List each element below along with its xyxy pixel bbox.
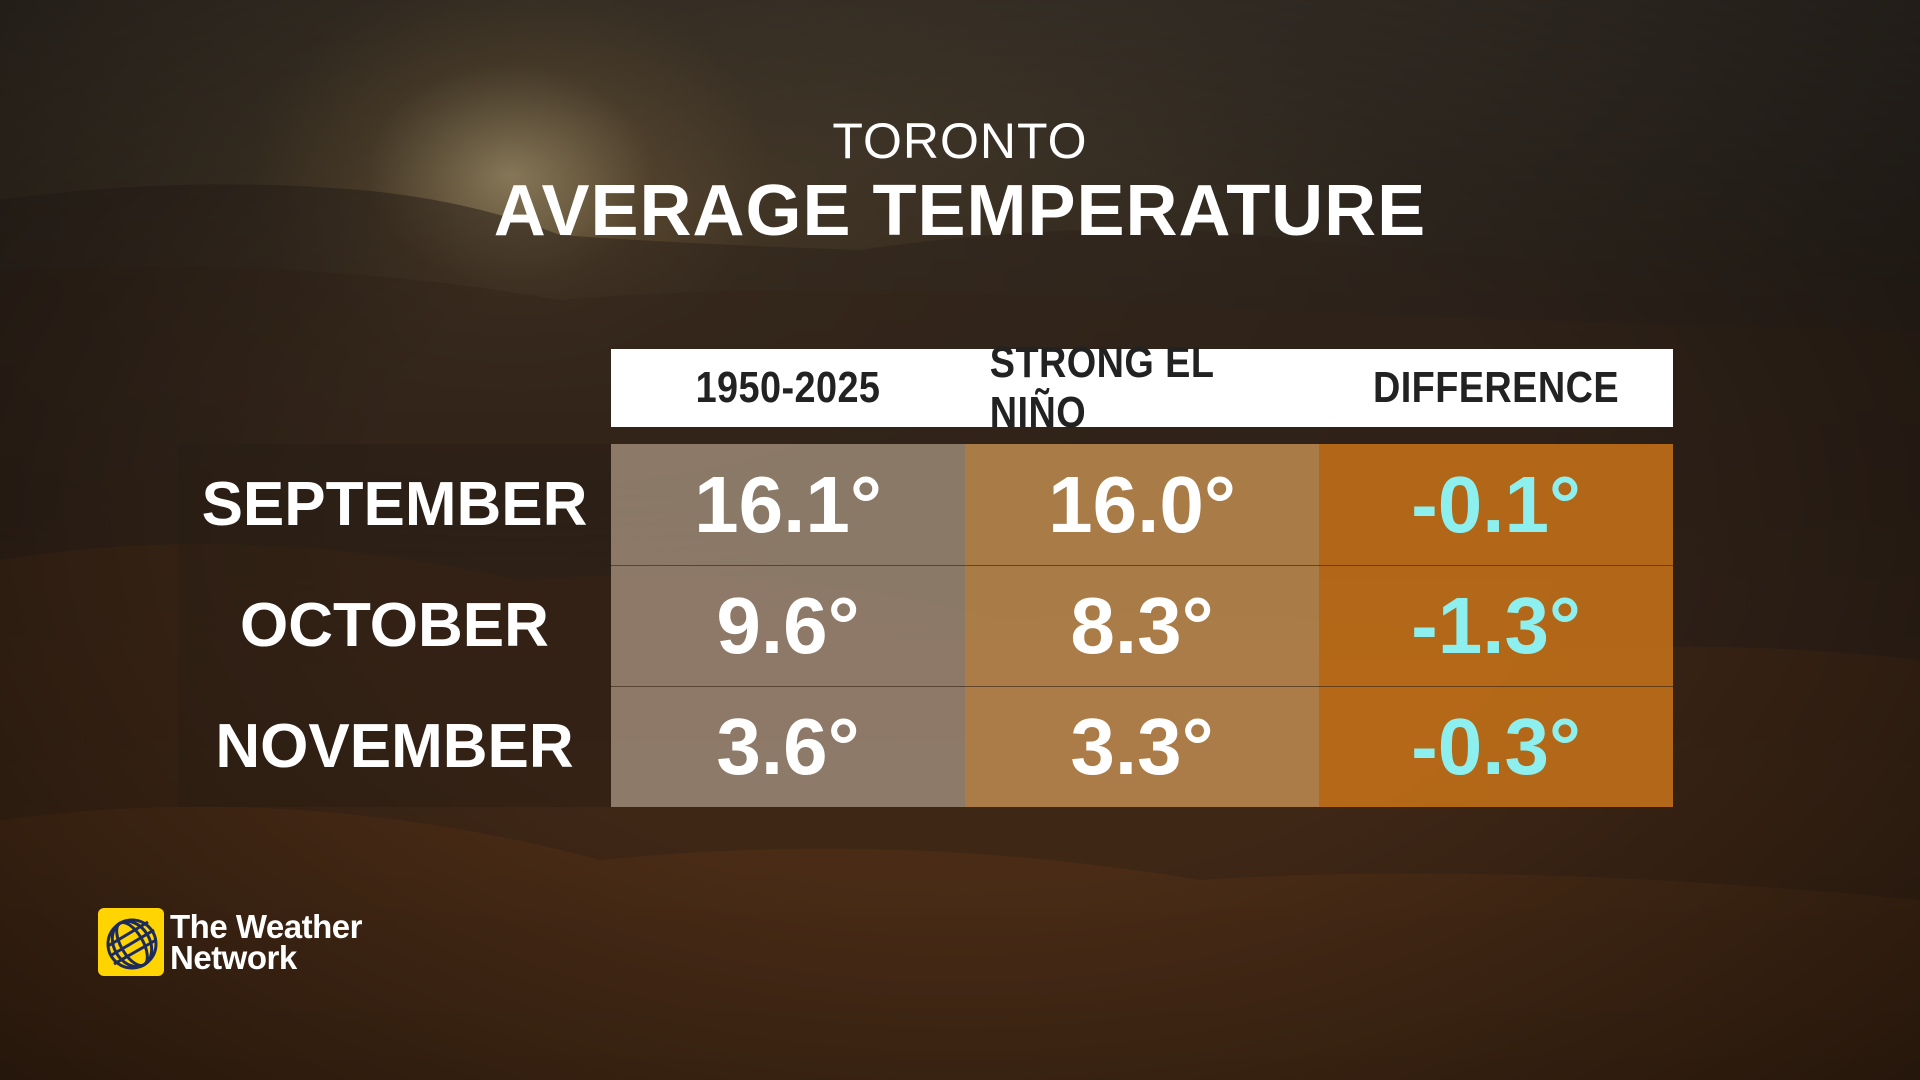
row-label-october: OCTOBER xyxy=(240,591,549,660)
table-header: 1950-2025 STRONG EL NIÑO DIFFERENCE xyxy=(611,338,1673,437)
cell-september-strong-el-nino: 16.0° xyxy=(965,444,1319,565)
chart-subtitle: TORONTO xyxy=(832,113,1088,169)
column-header-1950-2025: 1950-2025 xyxy=(695,363,881,412)
row-label-november: NOVEMBER xyxy=(215,712,574,781)
row-label-band xyxy=(178,444,611,807)
table-body: 16.1° 16.0° -0.1° 9.6° 8.3° -1.3° 3.6° 3… xyxy=(611,444,1673,807)
cell-november-1950-2025: 3.6° xyxy=(611,686,965,807)
globe-icon xyxy=(98,908,164,976)
cell-october-difference: -1.3° xyxy=(1319,565,1673,686)
logo-text-line1: The Weather xyxy=(170,908,362,945)
chart-title: AVERAGE TEMPERATURE xyxy=(493,171,1427,251)
column-header-strong-el-nino: STRONG EL NIÑO xyxy=(989,338,1214,437)
cell-october-strong-el-nino: 8.3° xyxy=(965,565,1319,686)
cell-november-strong-el-nino: 3.3° xyxy=(965,686,1319,807)
row-divider xyxy=(611,686,1673,687)
column-header-difference: DIFFERENCE xyxy=(1372,363,1620,412)
row-label-september: SEPTEMBER xyxy=(201,470,588,539)
cell-october-1950-2025: 9.6° xyxy=(611,565,965,686)
logo-text-line2: Network xyxy=(170,939,297,976)
weather-network-logo: The Weather Network xyxy=(98,908,362,976)
cell-september-difference: -0.1° xyxy=(1319,444,1673,565)
row-divider xyxy=(611,565,1673,566)
cell-september-1950-2025: 16.1° xyxy=(611,444,965,565)
cell-november-difference: -0.3° xyxy=(1319,686,1673,807)
